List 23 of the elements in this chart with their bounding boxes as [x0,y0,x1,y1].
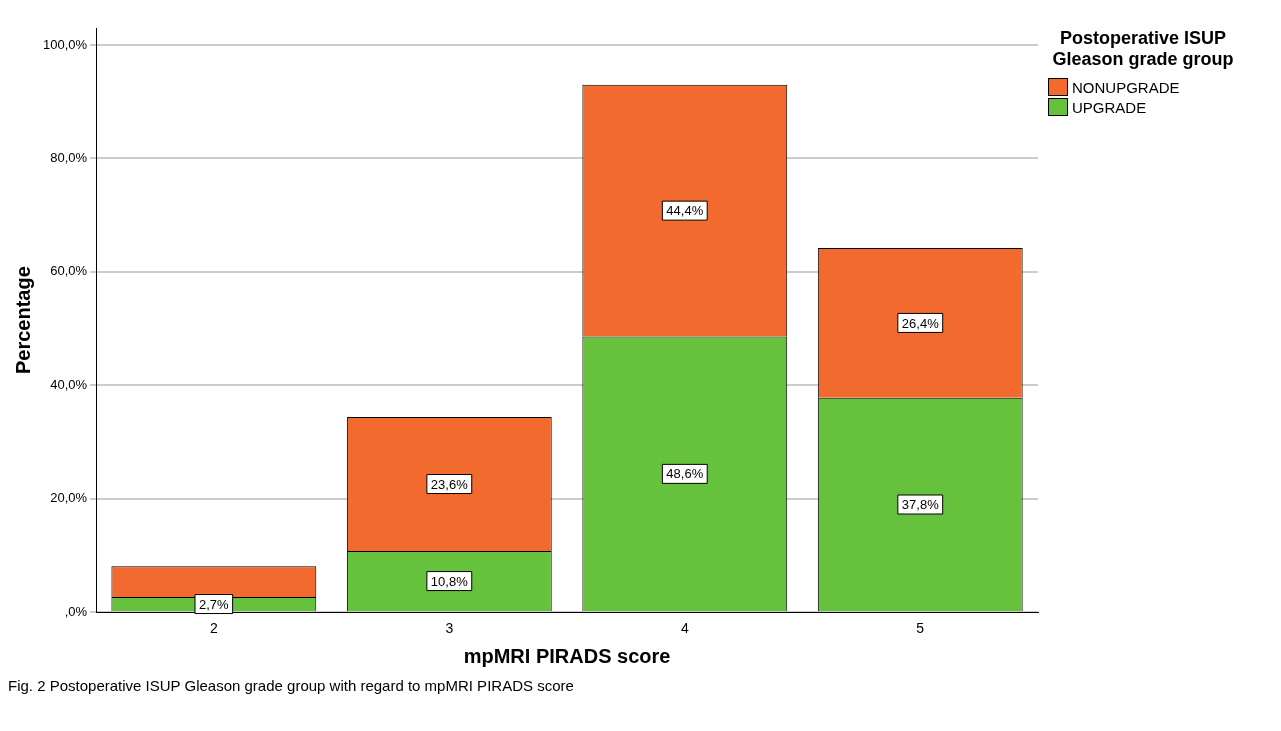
x-tick-label: 2 [209,620,218,637]
x-axis-title: mpMRI PIRADS score [463,644,671,667]
y-tick-label: 20,0% [50,490,88,506]
legend-title: Postoperative ISUP Gleason grade group [1051,28,1235,70]
x-tick-label: 3 [445,620,454,637]
y-tick-label: 80,0% [50,150,88,166]
y-axis-title: Percentage [11,266,34,375]
x-tick-label: 4 [680,620,689,637]
legend-label: UPGRADE [1072,98,1147,116]
data-label: 48,6% [666,466,704,482]
legend-label: NONUPGRADE [1072,78,1180,96]
data-label: 26,4% [901,315,940,331]
data-label: 2,7% [199,596,230,612]
y-tick-label: 100,0% [43,36,88,52]
data-label: 37,8% [901,497,940,513]
y-tick-label: ,0% [64,603,88,619]
caption: Fig. 2 Postoperative ISUP Gleason grade group with regard to mpMRI PIRADS score [8,677,575,694]
y-tick-label: 40,0% [50,376,88,392]
data-label: 44,4% [666,203,704,219]
data-label: 23,6% [430,476,469,492]
x-tick-label: 5 [916,620,925,637]
data-label: 10,8% [430,573,469,589]
y-tick-label: 60,0% [50,263,88,279]
